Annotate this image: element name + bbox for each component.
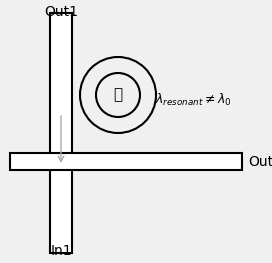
Text: Out1: Out1 (44, 5, 78, 19)
Text: 关: 关 (113, 88, 123, 103)
Text: $\lambda_{resonant}$$\neq$$\lambda_0$: $\lambda_{resonant}$$\neq$$\lambda_0$ (155, 92, 232, 108)
Text: In1: In1 (50, 244, 72, 258)
Text: Out2: Out2 (248, 155, 272, 169)
Bar (50, 13, 72, 253)
Bar (10, 153, 242, 170)
